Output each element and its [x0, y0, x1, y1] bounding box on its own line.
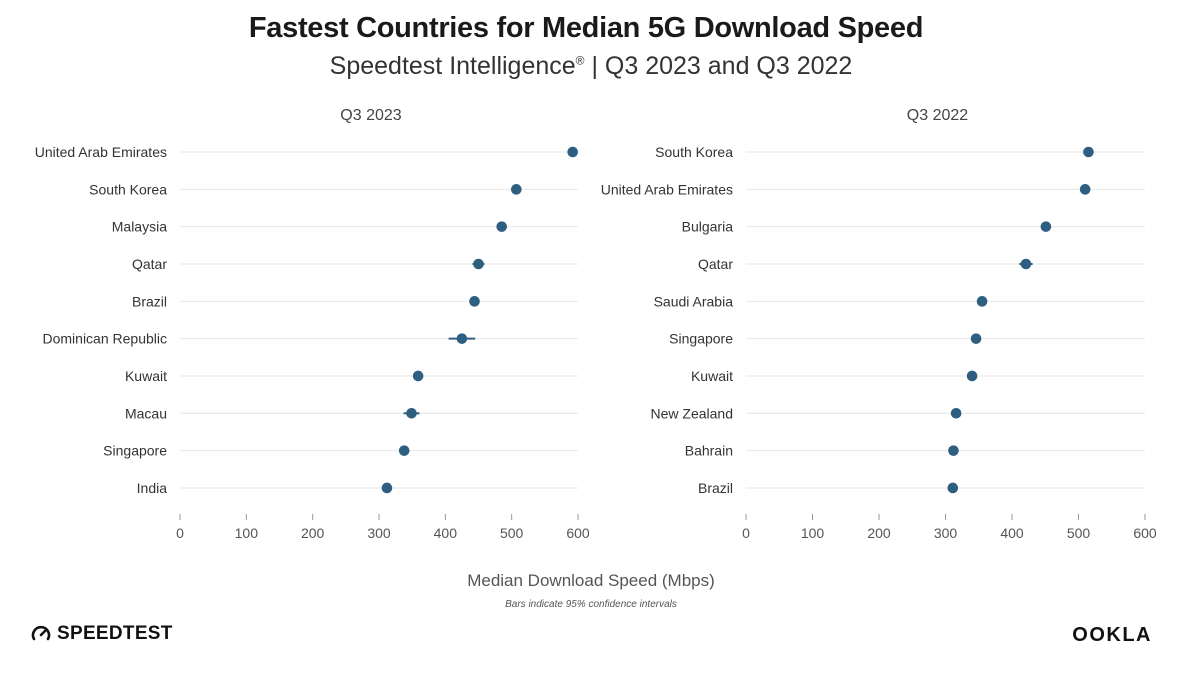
data-point — [1020, 258, 1032, 270]
data-point — [473, 258, 484, 270]
data-point — [970, 333, 982, 344]
category-label: Macau — [125, 405, 167, 421]
x-tick-label: 100 — [235, 525, 259, 541]
panel-title: Q3 2022 — [907, 107, 968, 124]
category-label: Bahrain — [685, 443, 733, 459]
speedtest-wordmark: SPEEDTEST — [57, 623, 173, 644]
speedometer-icon — [31, 625, 51, 641]
x-tick-label: 600 — [1133, 525, 1157, 541]
chart-title: Fastest Countries for Median 5G Download… — [248, 12, 924, 44]
x-tick-label: 0 — [742, 525, 750, 541]
x-tick-label: 400 — [434, 525, 458, 541]
data-point — [1040, 221, 1052, 232]
data-point — [976, 296, 988, 307]
x-axis-label: Median Download Speed (Mbps) — [467, 571, 715, 590]
category-label: Singapore — [103, 443, 167, 459]
data-point — [567, 146, 578, 158]
category-label: United Arab Emirates — [35, 144, 167, 160]
x-tick-label: 0 — [176, 525, 184, 541]
panel-title: Q3 2023 — [340, 107, 401, 124]
category-label: Bulgaria — [682, 219, 734, 235]
confidence-note: Bars indicate 95% confidence intervals — [505, 599, 677, 610]
category-label: Dominican Republic — [42, 331, 167, 347]
data-point — [381, 482, 393, 494]
category-label: New Zealand — [651, 405, 734, 421]
category-label: Kuwait — [691, 368, 733, 384]
category-label: Saudi Arabia — [654, 293, 734, 309]
data-point — [511, 184, 522, 195]
data-point — [966, 370, 978, 382]
data-point — [950, 408, 962, 419]
x-tick-label: 400 — [1000, 525, 1024, 541]
category-label: United Arab Emirates — [601, 181, 733, 197]
x-tick-label: 300 — [367, 525, 391, 541]
x-tick-label: 500 — [500, 525, 524, 541]
subtitle-rest: | Q3 2023 and Q3 2022 — [584, 52, 853, 80]
dot-plot-chart: Q3 2023 United Arab Emirates South Korea Ma… — [35, 107, 1157, 541]
data-point — [398, 445, 410, 456]
data-point — [1083, 146, 1094, 158]
data-point — [496, 221, 508, 232]
subtitle-reg-mark: ® — [575, 53, 585, 68]
chart-subtitle: Speedtest Intelligence® | Q3 2023 and Q3… — [0, 52, 1182, 81]
ookla-logo: OOKLA — [1072, 624, 1152, 646]
data-point — [947, 482, 959, 494]
category-label: Qatar — [132, 256, 167, 272]
x-tick-label: 200 — [301, 525, 325, 541]
category-label: Qatar — [698, 256, 733, 272]
data-point — [1079, 184, 1091, 195]
data-point — [948, 445, 959, 456]
speedtest-logo: SPEEDTEST — [30, 623, 173, 645]
data-point — [412, 370, 424, 382]
category-label: Brazil — [698, 480, 733, 496]
data-point — [469, 296, 480, 307]
category-label: Malaysia — [112, 219, 167, 235]
x-tick-label: 100 — [801, 525, 825, 541]
category-label: Singapore — [669, 331, 733, 347]
x-tick-label: 300 — [934, 525, 958, 541]
data-point — [406, 408, 417, 419]
subtitle-brand: Speedtest Intelligence — [329, 52, 576, 80]
category-label: Brazil — [132, 293, 167, 309]
category-label: Kuwait — [125, 368, 167, 384]
data-point — [456, 333, 468, 344]
x-tick-label: 600 — [566, 525, 590, 541]
x-tick-label: 200 — [867, 525, 891, 541]
category-label: South Korea — [89, 181, 167, 197]
category-label: South Korea — [655, 144, 733, 160]
category-label: India — [137, 480, 168, 496]
x-tick-label: 500 — [1067, 525, 1091, 541]
